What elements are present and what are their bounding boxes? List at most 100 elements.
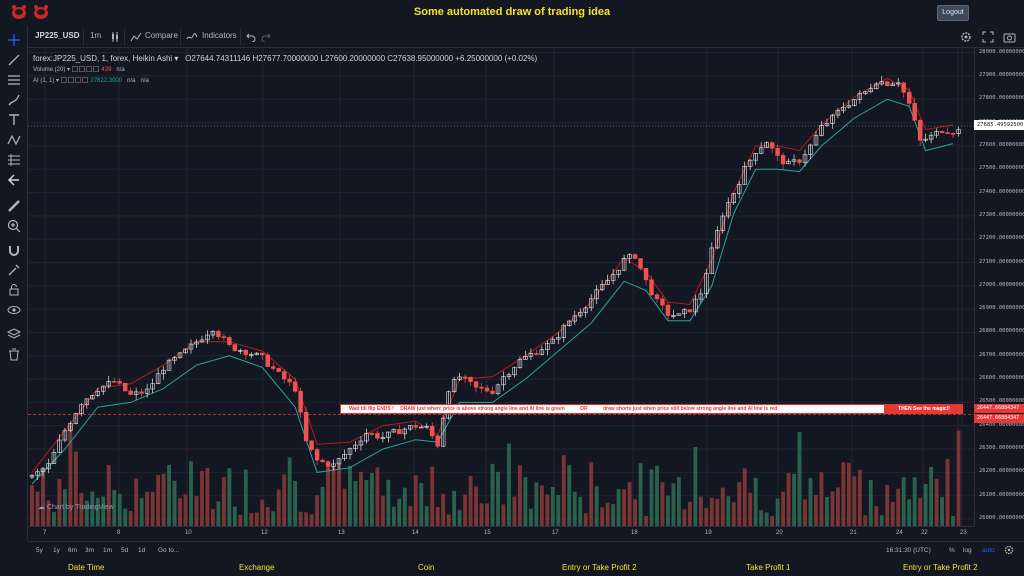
utc-clock[interactable]: 16:31:30 (UTC) — [886, 547, 931, 554]
percent-toggle[interactable]: % — [949, 547, 955, 554]
settings-gear-icon[interactable] — [960, 31, 972, 43]
volume-bar — [698, 496, 703, 526]
candle-body — [309, 440, 314, 450]
time-tick-label: 24 — [896, 530, 903, 536]
price-tick-label: 27500.00000000 — [979, 165, 1024, 172]
volume-bar — [512, 496, 517, 526]
volume-bar — [923, 483, 928, 526]
price-chart[interactable] — [28, 48, 974, 526]
price-tick-label: 27200.00000000 — [979, 235, 1024, 242]
candle-body — [501, 376, 506, 386]
candle-body — [775, 147, 780, 156]
indicators-button[interactable]: Indicators — [202, 31, 237, 40]
candle-style-icon[interactable] — [110, 31, 120, 43]
magnet-icon[interactable] — [6, 242, 22, 258]
price-tick-label: 26100.00000000 — [979, 491, 1024, 498]
fib-icon[interactable] — [6, 72, 22, 88]
volume-bar — [452, 490, 457, 526]
range-1y[interactable]: 1y — [53, 547, 60, 554]
layers-icon[interactable] — [6, 326, 22, 342]
brush-icon[interactable] — [6, 92, 22, 108]
ai-na-1: n/a — [127, 78, 136, 84]
footer-take-profit-1: Take Profit 1 — [746, 563, 791, 572]
candle-body — [347, 448, 353, 455]
watermark-text: Chart by TradingView — [46, 504, 114, 511]
time-tick-label: 17 — [552, 530, 559, 536]
candle-body — [654, 294, 660, 300]
legend-open: O27644.74311146 — [185, 54, 251, 63]
candle-body — [380, 437, 386, 439]
legend-change: +6.25000000 (+0.02%) — [455, 54, 538, 63]
ai-indicator-label[interactable]: AI (1, 1) — [33, 78, 55, 84]
chart-legend: forex:JP225_USD, 1, forex, Heikin Ashi ▾… — [33, 54, 538, 84]
stay-drawing-icon[interactable] — [6, 262, 22, 278]
volume-bar — [117, 493, 122, 526]
series-title[interactable]: forex:JP225_USD, 1, forex, Heikin Ashi — [33, 54, 173, 63]
volume-bar — [139, 498, 144, 526]
fullscreen-icon[interactable] — [982, 31, 994, 43]
time-axis[interactable]: 7 8 10 12 13 14 15 17 18 19 20 21 22 23 24 — [28, 526, 974, 540]
interval-select[interactable]: 1m — [90, 31, 102, 40]
volume-bar — [41, 467, 45, 526]
range-1d[interactable]: 1d — [138, 547, 146, 554]
compare-icon[interactable] — [130, 32, 142, 42]
logout-button[interactable]: Logout — [937, 5, 969, 21]
eye-icon[interactable] — [6, 302, 22, 318]
ruler-icon[interactable] — [6, 198, 22, 214]
volume-bar — [792, 473, 796, 526]
prediction-icon[interactable] — [6, 152, 22, 168]
volume-bar — [857, 469, 862, 526]
candle-body — [578, 312, 583, 317]
candle-body — [413, 425, 418, 428]
price-tick-label: 27300.00000000 — [979, 211, 1024, 218]
price-tick-label: 28000.00000000 — [979, 48, 1024, 55]
auto-toggle[interactable]: auto — [982, 547, 995, 554]
volume-bar — [287, 457, 292, 526]
scale-settings-icon[interactable] — [1004, 545, 1014, 555]
volume-bar — [178, 498, 182, 526]
logo-icon — [34, 5, 48, 19]
range-5d[interactable]: 5d — [121, 547, 129, 554]
compare-button[interactable]: Compare — [145, 31, 178, 40]
redo-icon[interactable] — [261, 32, 271, 42]
indicators-icon[interactable] — [186, 32, 198, 42]
symbol-search[interactable]: JP225_USD — [35, 31, 80, 40]
candle-body — [183, 348, 188, 354]
candle-body — [599, 284, 605, 291]
text-tool-icon[interactable] — [6, 112, 22, 128]
volume-bar — [183, 494, 188, 526]
candle-body — [281, 371, 287, 380]
volume-bar — [243, 469, 248, 526]
back-arrow-icon[interactable] — [6, 172, 22, 188]
candle-body — [687, 309, 693, 313]
volume-bar — [797, 432, 802, 526]
volume-bar — [523, 477, 528, 526]
range-5y[interactable]: 5y — [36, 547, 43, 554]
volume-bar — [501, 504, 506, 526]
range-1m[interactable]: 1m — [103, 547, 113, 554]
log-toggle[interactable]: log — [963, 547, 972, 554]
candle-body — [287, 378, 292, 383]
undo-icon[interactable] — [246, 32, 256, 42]
trash-icon[interactable] — [6, 346, 22, 362]
tradingview-watermark[interactable]: ☁ Chart by TradingView — [38, 504, 114, 511]
time-tick-label: 14 — [412, 530, 419, 536]
range-6m[interactable]: 6m — [68, 547, 78, 554]
zoom-in-icon[interactable] — [6, 218, 22, 234]
candle-body — [106, 381, 111, 387]
volume-bar — [753, 477, 758, 526]
lock-icon[interactable] — [6, 282, 22, 298]
volume-bar — [304, 512, 309, 526]
crosshair-icon[interactable] — [6, 32, 22, 48]
candle-body — [68, 423, 73, 431]
camera-icon[interactable] — [1003, 31, 1016, 43]
goto-button[interactable]: Go to... — [158, 547, 180, 554]
trend-line-icon[interactable] — [6, 52, 22, 68]
volume-bar — [660, 482, 665, 526]
candle-body — [588, 298, 594, 309]
volume-indicator-label[interactable]: Volume (20) — [33, 67, 66, 73]
pattern-icon[interactable] — [6, 132, 22, 148]
volume-bar — [424, 506, 429, 526]
volume-bar — [320, 486, 325, 526]
range-3m[interactable]: 3m — [85, 547, 95, 554]
